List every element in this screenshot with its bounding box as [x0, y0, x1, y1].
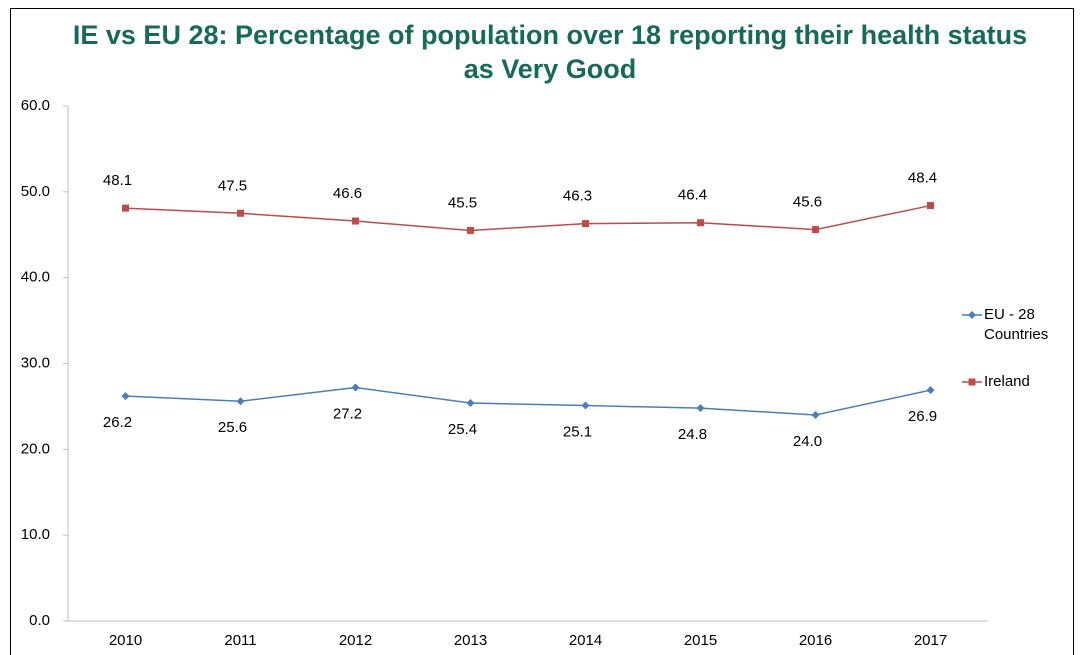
- data-label: 26.2: [103, 414, 132, 431]
- data-label: 46.3: [563, 188, 592, 205]
- marker: [467, 226, 474, 234]
- legend-label: Ireland: [984, 373, 1030, 390]
- data-label: 27.2: [333, 406, 362, 423]
- data-label: 48.1: [103, 172, 132, 189]
- x-tick-label: 2016: [799, 632, 832, 649]
- data-label: 45.6: [793, 194, 822, 211]
- data-label: 25.1: [563, 424, 592, 441]
- x-tick-label: 2015: [684, 632, 717, 649]
- x-tick-label: 2011: [224, 632, 256, 649]
- y-tick-label: 10.0: [21, 526, 50, 543]
- y-tick-label: 0.0: [29, 612, 50, 629]
- marker: [582, 220, 589, 228]
- legend-marker: [968, 378, 976, 386]
- legend-label: EU - 28 Countries: [984, 306, 1049, 343]
- y-tick-label: 50.0: [21, 183, 50, 200]
- frame: [10, 8, 1074, 655]
- line: [125, 204, 931, 232]
- data-label: 24.8: [678, 426, 707, 443]
- marker: [811, 411, 820, 419]
- marker: [697, 219, 704, 227]
- data-label: 48.4: [908, 170, 937, 187]
- x-tick-label: 2013: [454, 632, 487, 649]
- marker: [927, 202, 934, 210]
- line: [125, 386, 931, 416]
- marker: [696, 404, 705, 413]
- y-tick-label: 40.0: [21, 269, 50, 286]
- marker: [926, 386, 935, 395]
- data-label: 46.6: [333, 185, 362, 202]
- x-tick-label: 2014: [569, 632, 602, 649]
- marker: [237, 209, 244, 217]
- marker: [351, 383, 360, 392]
- marker: [236, 397, 245, 406]
- data-label: 25.6: [218, 419, 247, 436]
- chart-title: IE vs EU 28: Percentage of population ov…: [72, 20, 1028, 84]
- x-tick-label: 2017: [914, 632, 947, 649]
- marker: [812, 226, 819, 234]
- marker: [352, 217, 359, 225]
- y-tick-label: 30.0: [21, 354, 50, 371]
- data-label: 47.5: [218, 177, 247, 194]
- data-label: 26.9: [908, 408, 937, 425]
- marker: [122, 204, 129, 212]
- y-tick-label: 60.0: [21, 97, 50, 114]
- marker: [581, 401, 590, 410]
- marker: [466, 398, 475, 407]
- data-label: 46.4: [678, 187, 707, 204]
- y-tick-label: 20.0: [21, 440, 50, 457]
- data-label: 45.5: [448, 194, 477, 211]
- legend-marker: [968, 311, 976, 319]
- x-tick-label: 2010: [109, 632, 142, 649]
- data-label: 25.4: [448, 421, 477, 438]
- marker: [121, 392, 130, 401]
- data-label: 24.0: [793, 433, 822, 450]
- x-tick-label: 2012: [339, 632, 372, 649]
